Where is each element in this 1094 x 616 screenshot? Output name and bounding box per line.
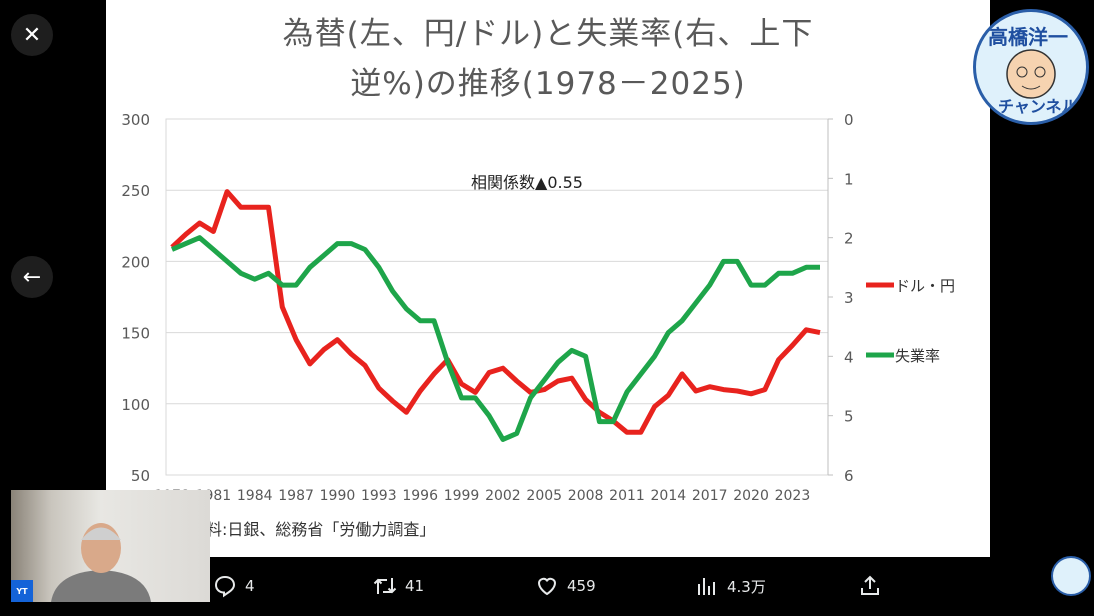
y-right-tick-label: 3 xyxy=(844,289,854,307)
x-tick-label: 2023 xyxy=(775,488,811,504)
x-tick-label: 2020 xyxy=(733,488,769,504)
share-button[interactable] xyxy=(858,574,882,598)
y-right-tick-label: 2 xyxy=(844,230,854,248)
x-tick-label: 2002 xyxy=(485,488,521,504)
x-tick-label: 1984 xyxy=(237,488,273,504)
x-tick-label: 1987 xyxy=(278,488,314,504)
y-left-tick-label: 300 xyxy=(121,111,150,129)
series-line-unemployment xyxy=(171,235,820,442)
correlation-annotation: 相関係数▲0.55 xyxy=(471,173,583,192)
y-right-tick-label: 1 xyxy=(844,170,854,188)
x-tick-label: 2014 xyxy=(651,488,687,504)
views-icon xyxy=(698,578,715,595)
user-avatar[interactable] xyxy=(1051,556,1091,596)
legend-label: 失業率 xyxy=(895,347,940,365)
svg-text:チャンネル: チャンネル xyxy=(998,97,1078,116)
y-left-tick-label: 100 xyxy=(121,396,150,414)
x-tick-label: 1990 xyxy=(320,488,356,504)
y-right-tick-label: 5 xyxy=(844,408,854,426)
svg-text:高橋洋一: 高橋洋一 xyxy=(988,25,1068,49)
chart-title-line1: 為替(左、円/ドル)と失業率(右、上下 xyxy=(282,16,814,52)
y-left-tick-label: 250 xyxy=(121,182,150,200)
x-tick-label: 2008 xyxy=(568,488,604,504)
views-button[interactable]: 4.3万 xyxy=(695,574,766,598)
y-left-tick-label: 50 xyxy=(131,467,150,485)
share-icon xyxy=(861,575,879,595)
close-button[interactable]: ✕ xyxy=(11,14,53,56)
reply-count: 4 xyxy=(245,577,255,595)
back-button[interactable]: ← xyxy=(11,256,53,298)
arrow-left-icon: ← xyxy=(22,264,42,290)
like-count: 459 xyxy=(567,577,596,595)
webcam-overlay: YT xyxy=(11,490,210,602)
cartoon-face-icon: 高橋洋一 チャンネル xyxy=(988,25,1078,116)
heart-icon xyxy=(537,577,557,596)
badge: YT xyxy=(11,580,33,602)
x-tick-label: 2005 xyxy=(526,488,562,504)
speaker-video xyxy=(51,523,151,602)
repost-count: 41 xyxy=(405,577,425,595)
legend-label: ドル・円 xyxy=(895,277,955,295)
source-note: 資料:日銀、総務省「労働力調査」 xyxy=(190,520,435,539)
chart-title-line2: 逆%)の推移(1978－2025) xyxy=(350,66,746,102)
repost-icon xyxy=(373,578,397,594)
y-right-tick-label: 4 xyxy=(844,348,854,366)
views-count: 4.3万 xyxy=(727,577,766,596)
close-icon: ✕ xyxy=(22,22,42,48)
y-right-tick-label: 0 xyxy=(844,111,854,129)
y-left-tick-label: 150 xyxy=(121,325,150,343)
x-tick-label: 1999 xyxy=(444,488,480,504)
y-left-tick-label: 200 xyxy=(121,253,150,271)
repost-button[interactable]: 41 xyxy=(373,574,424,598)
x-tick-label: 2011 xyxy=(609,488,645,504)
x-tick-label: 2017 xyxy=(692,488,728,504)
reply-icon xyxy=(214,575,236,598)
channel-logo: 高橋洋一 チャンネル xyxy=(973,9,1089,125)
x-tick-label: 1996 xyxy=(402,488,438,504)
reply-button[interactable]: 4 xyxy=(213,574,255,598)
y-right-tick-label: 6 xyxy=(844,467,854,485)
like-button[interactable]: 459 xyxy=(535,574,596,598)
x-tick-label: 1993 xyxy=(361,488,397,504)
series-line-usdjpy xyxy=(170,189,821,435)
